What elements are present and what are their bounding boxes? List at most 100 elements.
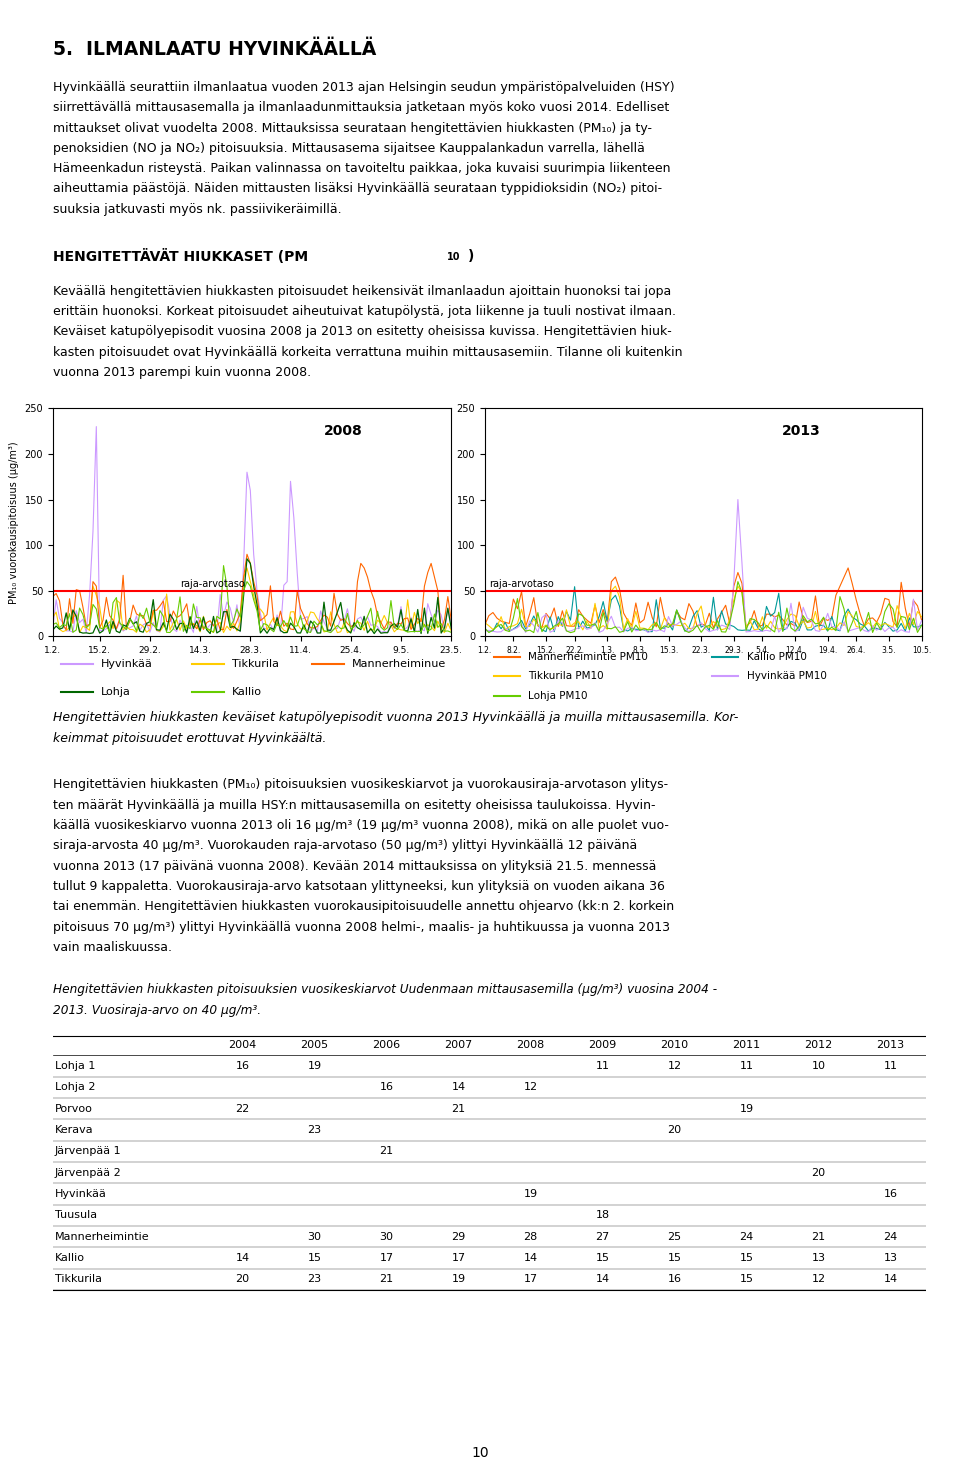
Text: 19: 19 [523, 1189, 538, 1199]
Text: Keväällä hengitettävien hiukkasten pitoisuudet heikensivät ilmanlaadun ajoittain: Keväällä hengitettävien hiukkasten pitoi… [53, 285, 671, 297]
Text: 21: 21 [379, 1146, 394, 1156]
Text: kasten pitoisuudet ovat Hyvinkäällä korkeita verrattuna muihin mittausasemiin. T: kasten pitoisuudet ovat Hyvinkäällä kork… [53, 346, 683, 359]
Text: 14: 14 [523, 1253, 538, 1264]
Text: 16: 16 [883, 1189, 898, 1199]
Text: 11: 11 [883, 1061, 898, 1071]
Text: 5.  ILMANLAATU HYVINKÄÄLLÄ: 5. ILMANLAATU HYVINKÄÄLLÄ [53, 40, 376, 59]
Text: 16: 16 [235, 1061, 250, 1071]
Text: 2013. Vuosiraja-arvo on 40 μg/m³.: 2013. Vuosiraja-arvo on 40 μg/m³. [53, 1003, 261, 1016]
Text: 23: 23 [307, 1274, 322, 1284]
Text: 13: 13 [883, 1253, 898, 1264]
Text: Järvenpää 1: Järvenpää 1 [55, 1146, 121, 1156]
Text: 15: 15 [307, 1253, 322, 1264]
Text: HENGITETTÄVÄT HIUKKASET (PM: HENGITETTÄVÄT HIUKKASET (PM [53, 250, 308, 265]
Text: Porvoo: Porvoo [55, 1103, 92, 1114]
Text: käällä vuosikeskiarvo vuonna 2013 oli 16 μg/m³ (19 μg/m³ vuonna 2008), mikä on a: käällä vuosikeskiarvo vuonna 2013 oli 16… [53, 819, 669, 833]
Text: 24: 24 [739, 1231, 754, 1242]
Text: 22: 22 [235, 1103, 250, 1114]
Text: 13: 13 [811, 1253, 826, 1264]
Text: 2008: 2008 [516, 1040, 544, 1050]
Text: 21: 21 [451, 1103, 466, 1114]
Text: Keväiset katupölyepisodit vuosina 2008 ja 2013 on esitetty oheisissa kuvissa. He: Keväiset katupölyepisodit vuosina 2008 j… [53, 325, 672, 338]
Text: Kallio: Kallio [232, 687, 262, 697]
Text: 10: 10 [447, 253, 461, 262]
Text: Lohja: Lohja [101, 687, 131, 697]
Text: pitoisuus 70 μg/m³) ylittyi Hyvinkäällä vuonna 2008 helmi-, maalis- ja huhtikuus: pitoisuus 70 μg/m³) ylittyi Hyvinkäällä … [53, 921, 670, 934]
Text: 15: 15 [667, 1253, 682, 1264]
Text: Hyvinkää: Hyvinkää [101, 659, 153, 669]
Text: ): ) [468, 250, 474, 263]
Text: erittäin huonoksi. Korkeat pitoisuudet aiheutuivat katupölystä, jota liikenne ja: erittäin huonoksi. Korkeat pitoisuudet a… [53, 304, 676, 318]
Text: 16: 16 [667, 1274, 682, 1284]
Text: Mannerheimintie PM10: Mannerheimintie PM10 [528, 652, 648, 662]
Text: Lohja 1: Lohja 1 [55, 1061, 95, 1071]
Text: 2008: 2008 [324, 424, 363, 438]
Text: 2010: 2010 [660, 1040, 688, 1050]
Text: Mannerheiminue: Mannerheiminue [351, 659, 445, 669]
Text: 21: 21 [379, 1274, 394, 1284]
Text: mittaukset olivat vuodelta 2008. Mittauksissa seurataan hengitettävien hiukkaste: mittaukset olivat vuodelta 2008. Mittauk… [53, 122, 652, 134]
Text: Tikkurila: Tikkurila [55, 1274, 102, 1284]
Text: Hämeenkadun risteystä. Paikan valinnassa on tavoiteltu paikkaa, joka kuvaisi suu: Hämeenkadun risteystä. Paikan valinnassa… [53, 162, 670, 175]
Text: 2013: 2013 [781, 424, 821, 438]
Text: penoksidien (NO ja NO₂) pitoisuuksia. Mittausasema sijaitsee Kauppalankadun varr: penoksidien (NO ja NO₂) pitoisuuksia. Mi… [53, 141, 645, 154]
Text: Hengitettävien hiukkasten pitoisuuksien vuosikeskiarvot Uudenmaan mittausasemill: Hengitettävien hiukkasten pitoisuuksien … [53, 983, 717, 996]
Text: tullut 9 kappaletta. Vuorokausiraja-arvo katsotaan ylittyneeksi, kun ylityksiä o: tullut 9 kappaletta. Vuorokausiraja-arvo… [53, 880, 664, 893]
Text: 17: 17 [523, 1274, 538, 1284]
Text: tai enemmän. Hengitettävien hiukkasten vuorokausipitoisuudelle annettu ohjearvo : tai enemmän. Hengitettävien hiukkasten v… [53, 900, 674, 913]
Text: Järvenpää 2: Järvenpää 2 [55, 1168, 122, 1178]
Text: 28: 28 [523, 1231, 538, 1242]
Text: 14: 14 [451, 1083, 466, 1093]
Text: 2005: 2005 [300, 1040, 328, 1050]
Text: 15: 15 [739, 1253, 754, 1264]
Text: 2007: 2007 [444, 1040, 472, 1050]
Text: 17: 17 [451, 1253, 466, 1264]
Text: 2006: 2006 [372, 1040, 400, 1050]
Text: 16: 16 [379, 1083, 394, 1093]
Text: suuksia jatkuvasti myös nk. passiivikeräimillä.: suuksia jatkuvasti myös nk. passiivikerä… [53, 203, 342, 216]
Text: 30: 30 [307, 1231, 322, 1242]
Text: 2011: 2011 [732, 1040, 760, 1050]
Text: Lohja PM10: Lohja PM10 [528, 691, 588, 700]
Text: keimmat pitoisuudet erottuvat Hyvinkäältä.: keimmat pitoisuudet erottuvat Hyvinkäält… [53, 731, 326, 744]
Text: Kallio: Kallio [55, 1253, 84, 1264]
Text: 23: 23 [307, 1125, 322, 1136]
Text: Kerava: Kerava [55, 1125, 93, 1136]
Text: vuonna 2013 parempi kuin vuonna 2008.: vuonna 2013 parempi kuin vuonna 2008. [53, 366, 311, 380]
Text: 19: 19 [739, 1103, 754, 1114]
Text: Hengitettävien hiukkasten (PM₁₀) pitoisuuksien vuosikeskiarvot ja vuorokausiraja: Hengitettävien hiukkasten (PM₁₀) pitoisu… [53, 778, 668, 791]
Text: raja-arvotaso: raja-arvotaso [180, 580, 245, 588]
Text: Kallio PM10: Kallio PM10 [747, 652, 806, 662]
Text: vain maaliskuussa.: vain maaliskuussa. [53, 941, 172, 953]
Text: 17: 17 [379, 1253, 394, 1264]
Text: Hengitettävien hiukkasten keväiset katupölyepisodit vuonna 2013 Hyvinkäällä ja m: Hengitettävien hiukkasten keväiset katup… [53, 712, 738, 724]
Text: 12: 12 [667, 1061, 682, 1071]
Text: Mannerheimintie: Mannerheimintie [55, 1231, 150, 1242]
Text: aiheuttamia päästöjä. Näiden mittausten lisäksi Hyvinkäällä seurataan typpidioks: aiheuttamia päästöjä. Näiden mittausten … [53, 182, 662, 196]
Text: 14: 14 [883, 1274, 898, 1284]
Text: 24: 24 [883, 1231, 898, 1242]
Text: 19: 19 [307, 1061, 322, 1071]
Text: Tikkurila PM10: Tikkurila PM10 [528, 671, 604, 681]
Text: 2012: 2012 [804, 1040, 832, 1050]
Text: 15: 15 [595, 1253, 610, 1264]
Text: 2009: 2009 [588, 1040, 616, 1050]
Text: 20: 20 [811, 1168, 826, 1178]
Text: 27: 27 [595, 1231, 610, 1242]
Text: 14: 14 [595, 1274, 610, 1284]
Y-axis label: PM₁₀ vuorokausipitoisuus (µg/m³): PM₁₀ vuorokausipitoisuus (µg/m³) [9, 441, 19, 603]
Text: Tuusula: Tuusula [55, 1211, 97, 1221]
Text: 21: 21 [811, 1231, 826, 1242]
Text: siraja-arvosta 40 μg/m³. Vuorokauden raja-arvotaso (50 μg/m³) ylittyi Hyvinkääll: siraja-arvosta 40 μg/m³. Vuorokauden raj… [53, 840, 637, 852]
Text: 15: 15 [739, 1274, 754, 1284]
Text: 30: 30 [379, 1231, 394, 1242]
Text: 18: 18 [595, 1211, 610, 1221]
Text: 20: 20 [667, 1125, 682, 1136]
Text: Hyvinkää: Hyvinkää [55, 1189, 107, 1199]
Text: vuonna 2013 (17 päivänä vuonna 2008). Kevään 2014 mittauksissa on ylityksiä 21.5: vuonna 2013 (17 päivänä vuonna 2008). Ke… [53, 859, 657, 872]
Text: Lohja 2: Lohja 2 [55, 1083, 95, 1093]
Text: 12: 12 [811, 1274, 826, 1284]
Text: 11: 11 [595, 1061, 610, 1071]
Text: 12: 12 [523, 1083, 538, 1093]
Text: 20: 20 [235, 1274, 250, 1284]
